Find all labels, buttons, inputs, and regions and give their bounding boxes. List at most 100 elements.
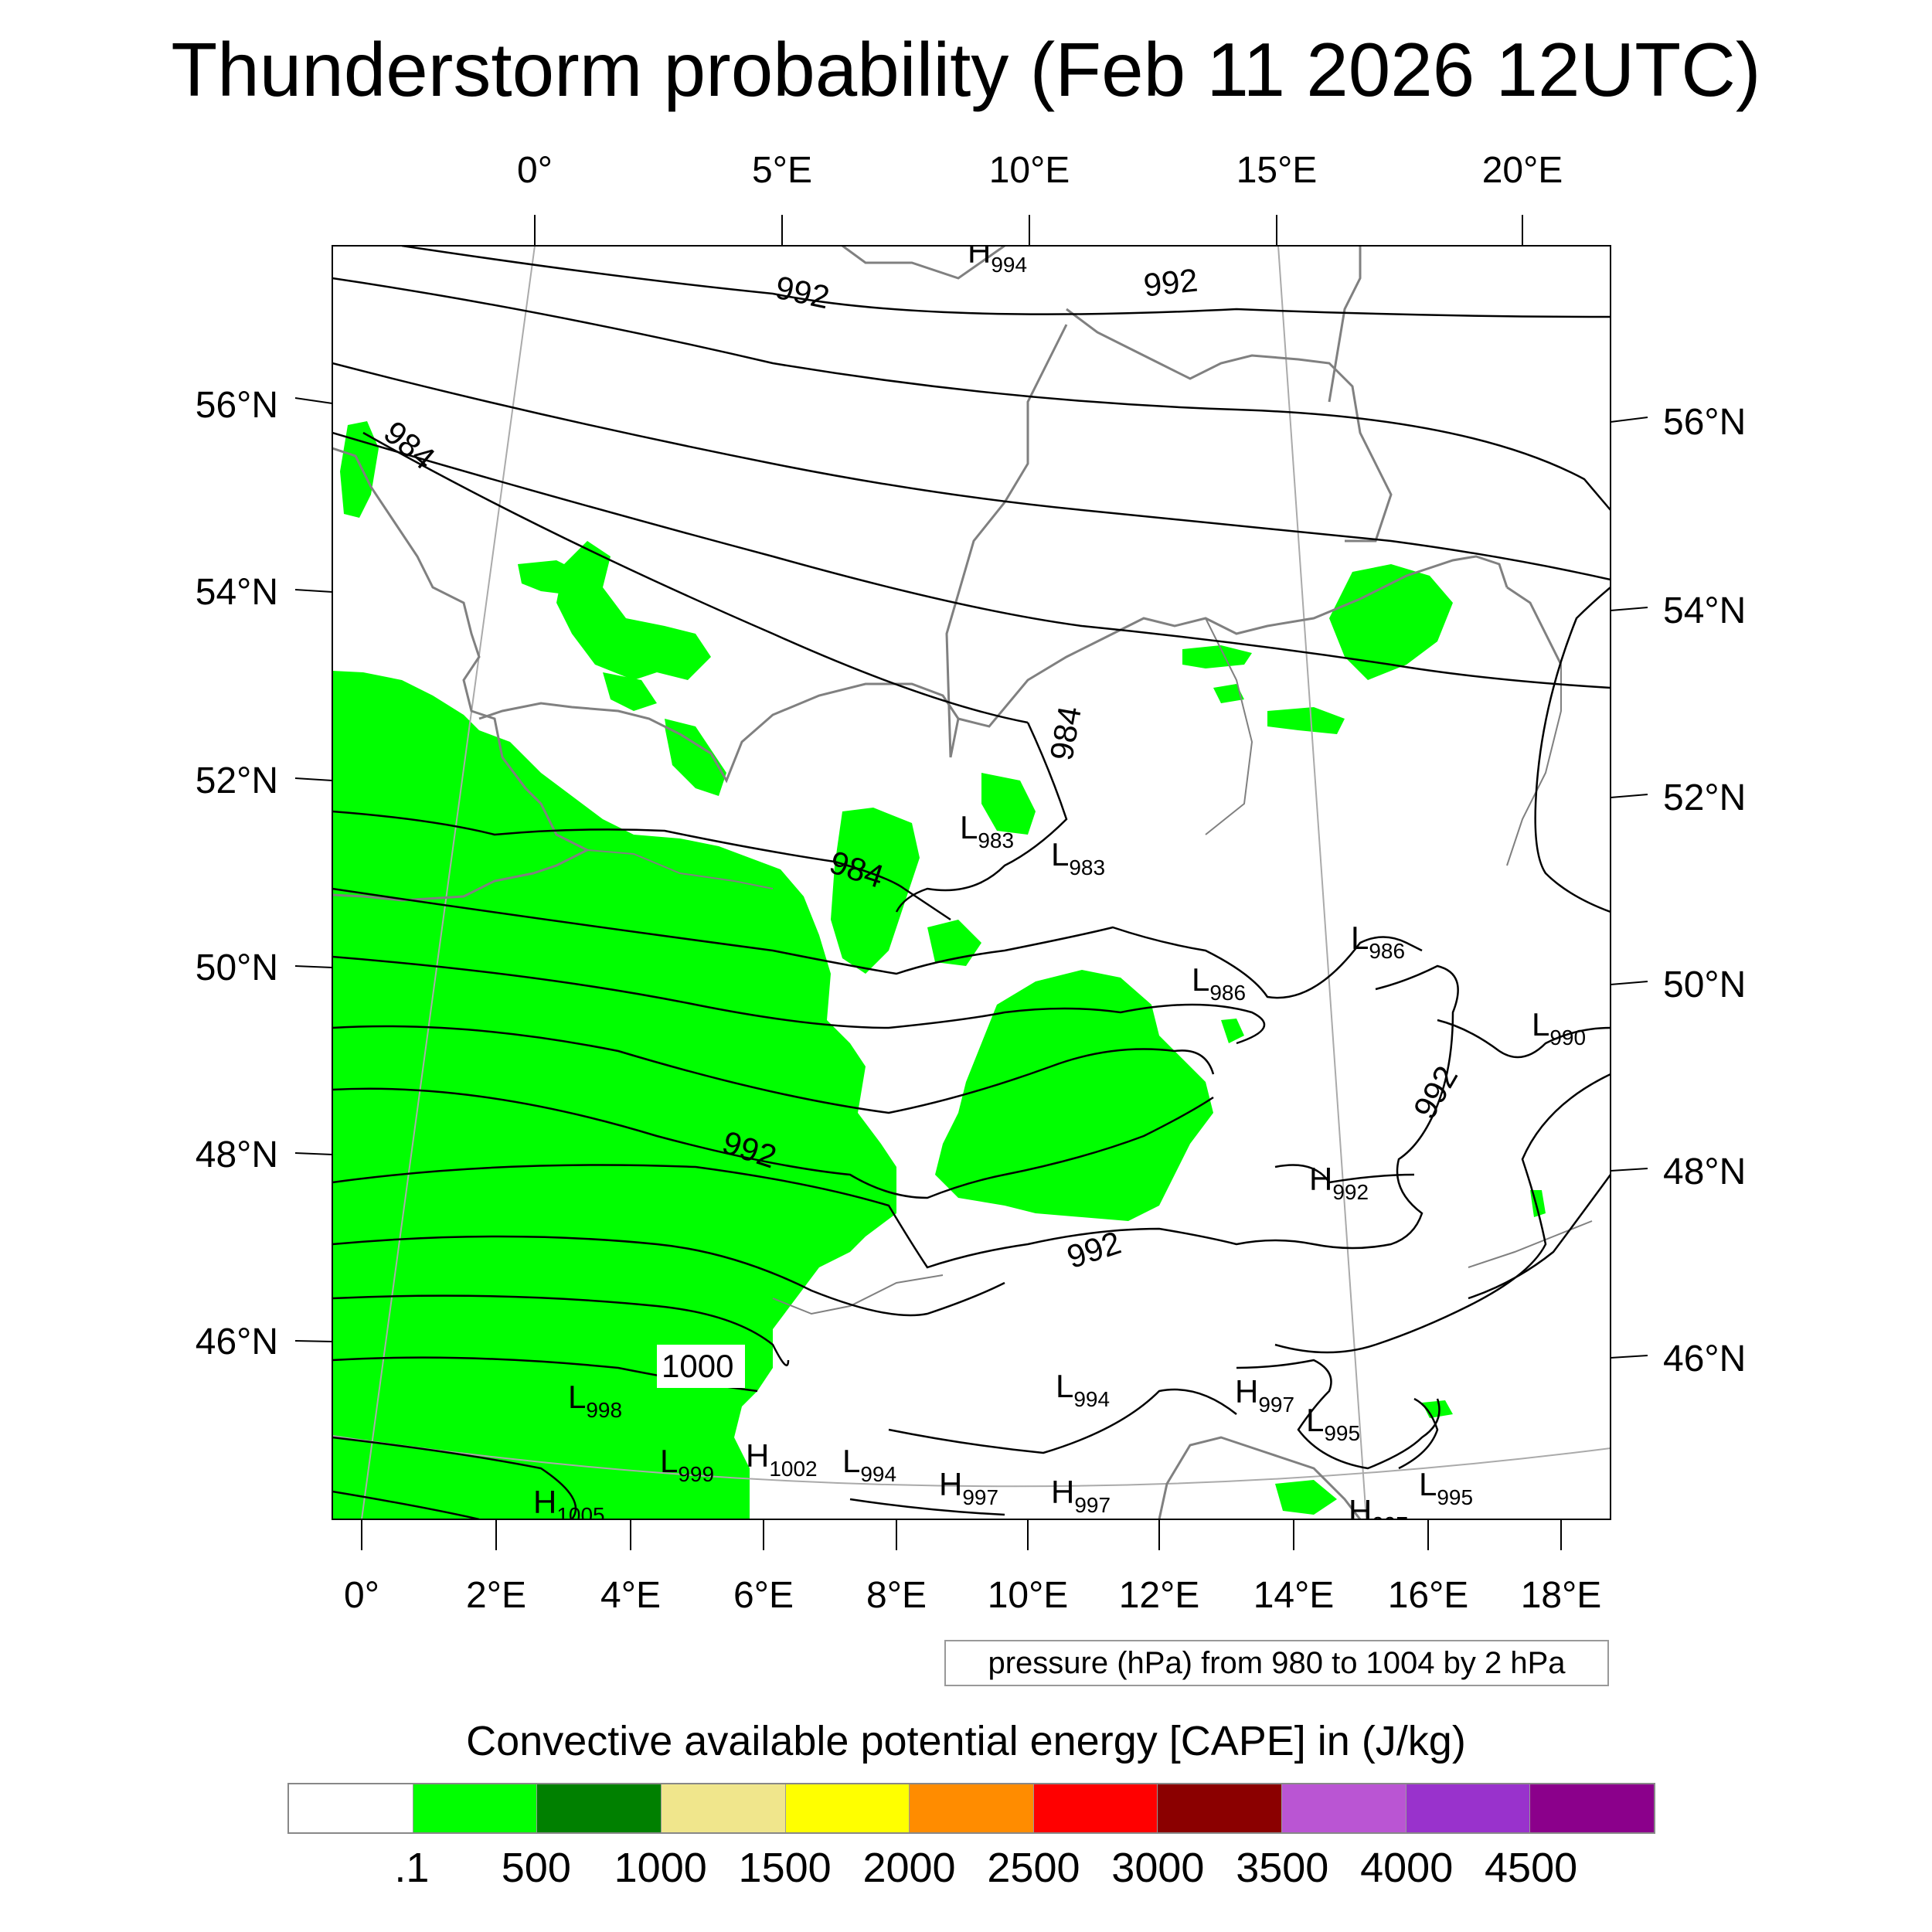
isobar-east-3 <box>1468 1174 1611 1300</box>
isobars <box>332 246 1611 1519</box>
left-tick <box>294 589 333 593</box>
lon-label: 5°E <box>752 150 812 191</box>
cape-area-belgium <box>831 808 920 974</box>
lat-label: 48°N <box>196 1134 278 1175</box>
cape-area-poland-west <box>1213 684 1244 703</box>
colorbar-label: 1000 <box>614 1845 707 1891</box>
colorbar-title: Convective available potential energy [C… <box>466 1718 1466 1764</box>
isobar-top-2 <box>332 277 1611 511</box>
right-tick <box>1610 1168 1648 1172</box>
colorbar-label: 2500 <box>987 1845 1080 1891</box>
colorbar-swatch <box>784 1784 910 1832</box>
lon-label: 4°E <box>600 1575 661 1616</box>
pressure-center: H1005 <box>533 1484 605 1527</box>
pressure-center: L999 <box>660 1443 714 1486</box>
lon-label: 0° <box>517 150 553 191</box>
pressure-center: L983 <box>1051 836 1105 879</box>
left-axis <box>294 397 333 1342</box>
right-tick <box>1610 1355 1648 1359</box>
colorbar-swatch <box>536 1784 661 1832</box>
map-frame <box>332 245 1611 1520</box>
border-germany-east <box>1205 617 1253 835</box>
lat-label: 50°N <box>1663 964 1746 1005</box>
cape-area-netherlands <box>665 726 711 781</box>
pressure-center: L990 <box>1532 1006 1586 1049</box>
lon-label: 8°E <box>866 1575 927 1616</box>
cape-area-northwest-1 <box>556 541 711 680</box>
cape-area-west <box>332 671 896 1519</box>
isobar-986-2 <box>332 955 1266 1045</box>
colorbar-swatch <box>1529 1784 1655 1832</box>
pressure-center: H997 <box>1349 1493 1408 1536</box>
coastline-sweden <box>1066 308 1393 543</box>
pressure-center: H997 <box>1235 1373 1294 1417</box>
left-tick <box>294 397 333 404</box>
isobar-984-c <box>903 887 951 921</box>
colorbar-swatch <box>1281 1784 1406 1832</box>
cape-area-center <box>935 970 1213 1221</box>
colorbar-swatch <box>660 1784 785 1832</box>
left-tick <box>294 1340 333 1342</box>
pressure-center: H997 <box>939 1466 998 1509</box>
colorbar <box>287 1783 1655 1834</box>
lon-label: 0° <box>344 1575 379 1616</box>
colorbar-swatch <box>289 1784 413 1832</box>
isobar-label: 1000 <box>662 1348 733 1384</box>
pressure-center: L995 <box>1419 1466 1473 1509</box>
lon-label: 16°E <box>1388 1575 1469 1616</box>
isobar-984 <box>362 431 1029 724</box>
colorbar-swatch <box>1032 1784 1158 1832</box>
lat-label: 52°N <box>1663 777 1746 818</box>
lat-label: 50°N <box>196 947 278 988</box>
bottom-axis <box>361 1519 1562 1550</box>
lat-label: 54°N <box>196 572 278 613</box>
pressure-center: L986 <box>1192 961 1246 1005</box>
lon-label: 20°E <box>1482 150 1563 191</box>
colorbar-labels: .1 500 1000 1500 2000 2500 3000 3500 4000 4500 <box>287 1843 1655 1897</box>
lon-label: 6°E <box>733 1575 794 1616</box>
cape-shading <box>332 421 1546 1519</box>
colorbar-label: 1500 <box>738 1845 832 1891</box>
isobar-3 <box>332 431 1611 689</box>
pressure-center: L994 <box>842 1443 896 1486</box>
isobar-986-1 <box>332 887 1423 999</box>
left-tick <box>294 1152 333 1155</box>
isobar-south-2 <box>849 1498 1005 1516</box>
cape-area-balkan-1 <box>1275 1480 1337 1515</box>
cape-area-uk <box>340 421 379 518</box>
pressure-center: L998 <box>568 1379 622 1422</box>
border-hungary <box>1468 1220 1593 1268</box>
right-axis-labels: 56°N 54°N 52°N 50°N 48°N 46°N <box>1663 402 1746 1379</box>
isobar-992-right <box>1274 1164 1415 1184</box>
cape-area-baltic-coast <box>1267 707 1345 734</box>
isobar-labels: 992 992 984 984 984 992 992 992 1000 <box>377 261 1464 1388</box>
coastlines <box>332 246 1563 1519</box>
right-tick <box>1610 417 1648 423</box>
lon-label: 10°E <box>989 150 1070 191</box>
top-axis-labels: 0° 5°E 10°E 15°E 20°E <box>517 150 1563 191</box>
pressure-center: H994 <box>968 233 1027 277</box>
right-axis <box>1610 417 1648 1359</box>
border-poland-east <box>1506 665 1562 866</box>
isobar-east-1 <box>1534 587 1611 913</box>
isobar-1000 <box>332 1436 577 1519</box>
colorbar-label: 3000 <box>1111 1845 1205 1891</box>
isobar-990 <box>332 1087 1214 1199</box>
border-alps <box>772 1274 944 1315</box>
pressure-center: H997 <box>1051 1474 1111 1517</box>
isobar-low-990 <box>1437 1019 1611 1059</box>
map-panel: 992 992 984 984 984 992 992 992 1000 H99… <box>332 233 1611 1536</box>
coastline-adriatic <box>1158 1436 1362 1519</box>
isobar-988 <box>332 1025 1215 1114</box>
isobar-balkan <box>1236 1359 1440 1470</box>
isobar-984-low <box>895 722 1068 913</box>
bottom-axis-labels: 0° 2°E 4°E 6°E 8°E 10°E 12°E 14°E 16°E 1… <box>344 1575 1601 1616</box>
colorbar-swatch <box>1405 1784 1530 1832</box>
lat-label: 48°N <box>1663 1151 1746 1192</box>
lat-label: 56°N <box>1663 402 1746 443</box>
colorbar-label: 4000 <box>1360 1845 1454 1891</box>
cape-area-alps-1 <box>1221 1019 1244 1043</box>
colorbar-label: 3500 <box>1236 1845 1329 1891</box>
lon-label: 2°E <box>466 1575 526 1616</box>
